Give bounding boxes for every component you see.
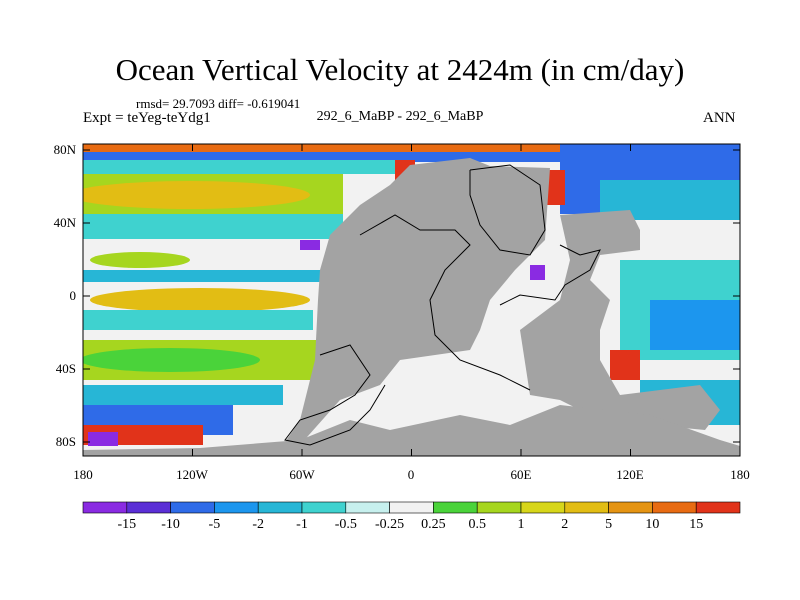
colorbar-swatch <box>82 501 128 514</box>
velocity-field <box>83 144 740 456</box>
colorbar-label: 1 <box>517 517 525 532</box>
lon-label: 120E <box>616 467 644 482</box>
colorbar-swatch <box>476 501 522 514</box>
lon-label: 60E <box>510 467 532 482</box>
colorbar-label: -10 <box>161 517 180 532</box>
colorbar-swatch <box>564 501 609 514</box>
colorbar-swatch <box>608 501 653 514</box>
colorbar-swatch <box>695 501 741 514</box>
colorbar-label: 2 <box>561 517 569 532</box>
lon-label: 120W <box>176 467 208 482</box>
colorbar-label: 5 <box>605 517 613 532</box>
colorbar-label: -2 <box>252 517 265 532</box>
colorbar-swatch <box>126 501 171 514</box>
colorbar-swatch <box>520 501 566 514</box>
case-label: 292_6_MaBP - 292_6_MaBP <box>316 109 484 124</box>
colorbar-swatch <box>170 501 215 514</box>
lon-ticks <box>82 144 741 456</box>
colorbar-label: 0.25 <box>421 517 446 532</box>
colorbar-label: -15 <box>117 517 137 532</box>
colorbar-swatch <box>345 501 390 514</box>
colorbar-swatch <box>652 501 697 514</box>
map-title: Ocean Vertical Velocity at 2424m (in cm/… <box>115 52 685 87</box>
lon-label: 0 <box>407 467 415 482</box>
season-label: ANN <box>703 110 736 126</box>
lat-label: 80N <box>53 142 76 157</box>
lat-label: 80S <box>55 434 76 449</box>
colorbar-label: -0.25 <box>375 517 405 532</box>
lat-label: 40N <box>53 215 76 230</box>
lat-label: 40S <box>55 361 76 376</box>
lat-label: 0 <box>69 288 77 303</box>
stats-text: rmsd= 29.7093 diff= -0.619041 <box>136 96 301 111</box>
colorbar-label: 15 <box>689 517 704 532</box>
lon-label: 180 <box>730 467 750 482</box>
colorbar-label: 10 <box>645 517 660 532</box>
colorbar-swatch <box>389 501 434 514</box>
lon-label: 180 <box>73 467 93 482</box>
lat-ticks <box>83 149 740 443</box>
colorbar-label: -0.5 <box>334 517 357 532</box>
colorbar-swatch <box>214 501 259 514</box>
colorbar-swatch <box>433 501 478 514</box>
colorbar-label: -5 <box>208 517 221 532</box>
colorbar-swatch <box>301 501 347 514</box>
colorbar <box>82 501 741 514</box>
colorbar-swatch <box>257 501 303 514</box>
experiment-label: Expt = teYeg-teYdg1 <box>83 110 211 126</box>
colorbar-label: -1 <box>296 517 308 532</box>
lon-label: 60W <box>289 467 315 482</box>
colorbar-label: 0.5 <box>468 517 486 532</box>
